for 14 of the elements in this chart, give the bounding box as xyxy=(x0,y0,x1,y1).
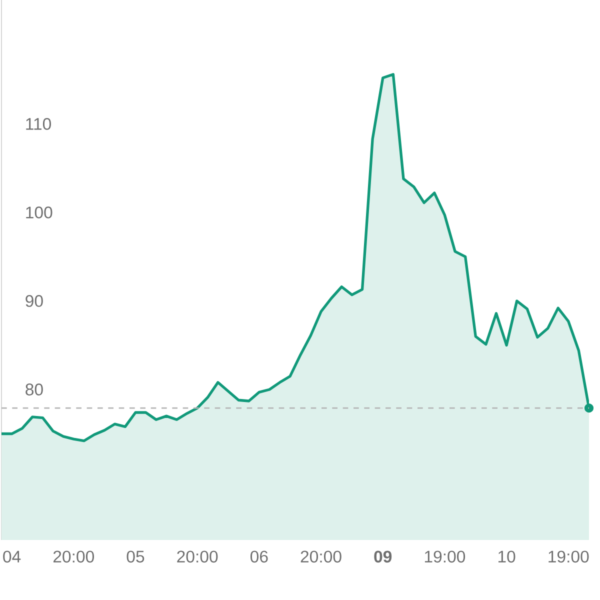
x-tick-label: 20:00 xyxy=(177,550,218,563)
y-tick-label: 90 xyxy=(26,295,43,307)
x-tick-label: 10 xyxy=(498,550,516,563)
x-tick-label: 05 xyxy=(126,550,144,563)
x-tick-label: 09 xyxy=(374,550,392,563)
y-tick-label: 100 xyxy=(26,206,52,218)
x-tick-label: 20:00 xyxy=(53,550,94,563)
y-tick-label: 80 xyxy=(26,384,43,396)
y-tick-label: 110 xyxy=(26,118,51,130)
x-tick-label: 20:00 xyxy=(300,550,342,563)
x-tick-label: 04 xyxy=(3,550,21,563)
x-tick-label: 19:00 xyxy=(548,550,589,563)
x-tick-label: 06 xyxy=(250,550,268,563)
x-tick-label: 19:00 xyxy=(424,550,466,563)
